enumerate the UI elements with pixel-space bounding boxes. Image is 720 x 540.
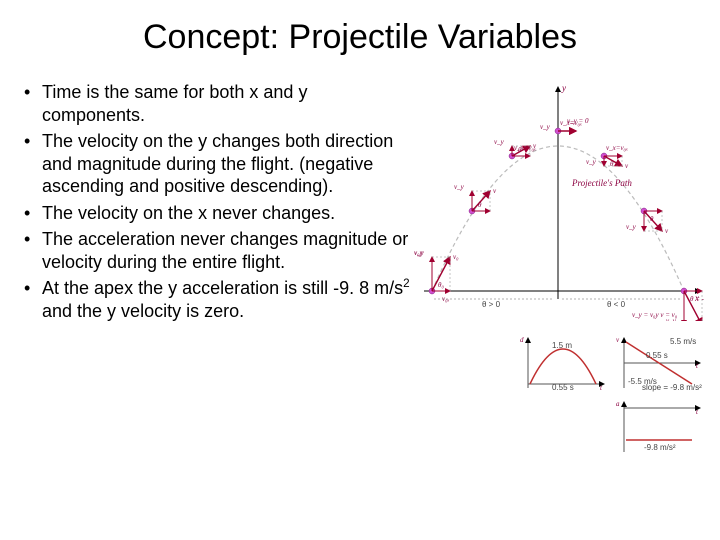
bullet-item: The velocity on the x never changes. (30, 202, 412, 225)
bullet-item: Time is the same for both x and y compon… (30, 81, 412, 126)
voy-label: v₀y (414, 249, 424, 257)
svg-text:θ: θ (650, 215, 654, 223)
svg-text:v_y: v_y (494, 138, 505, 146)
svg-text:1.5 m: 1.5 m (552, 341, 572, 350)
v-vs-t-graph: v t 5.5 m/s -5.5 m/s 0.55 s slope = -9.8… (614, 334, 704, 392)
small-graph-row: d t 1.5 m 0.55 s v t 5.5 m/s -5.5 m/s 0.… (412, 334, 704, 392)
path-label: Projectile's Path (571, 178, 632, 188)
svg-text:v_x=v₀ₓ: v_x=v₀ₓ (606, 144, 628, 152)
svg-text:v_y: v_y (454, 183, 465, 191)
svg-text:t: t (696, 408, 699, 416)
svg-text:d: d (520, 336, 524, 344)
svg-text:v_y: v_y (586, 158, 597, 166)
svg-text:v_y = 0: v_y = 0 (567, 117, 589, 125)
svg-text:v_y: v_y (540, 123, 551, 131)
svg-text:v₀: v₀ (453, 253, 459, 261)
content-row: Time is the same for both x and y compon… (0, 57, 720, 456)
svg-text:0.55 s: 0.55 s (646, 351, 668, 360)
svg-text:v: v (625, 162, 629, 170)
svg-text:v: v (665, 227, 669, 235)
page-title: Concept: Projectile Variables (0, 0, 720, 57)
velocity-vectors: v₀v_yθ₀vv_yθvv_yv_x=v₀ₓθv_yv_x=v₀ₓvv_yv_… (414, 117, 704, 321)
svg-text:0.55 s: 0.55 s (552, 383, 574, 392)
theta-pos-label: θ > 0 (482, 300, 501, 309)
bullet-item: At the apex the y acceleration is still … (30, 277, 412, 322)
vy-end-label: v_y = v₀y v = v₀ (632, 311, 678, 319)
svg-text:θ: θ (518, 146, 522, 154)
a-vs-t-graph: a t -9.8 m/s² (614, 398, 704, 456)
svg-text:a: a (616, 400, 620, 408)
theta-neg-label: θ < 0 (607, 300, 626, 309)
svg-text:θ = -θ₀: θ = -θ₀ (690, 295, 704, 303)
bullet-list: Time is the same for both x and y compon… (12, 81, 412, 456)
figure-column: x y Projectile's Path v₀v_yθ₀vv_yθvv_yv_… (412, 81, 704, 456)
projectile-diagram: x y Projectile's Path v₀v_yθ₀vv_yθvv_yv_… (412, 81, 704, 321)
svg-text:θ: θ (478, 201, 482, 209)
svg-text:t: t (600, 384, 603, 392)
bullet-item: The velocity on the y changes both direc… (30, 130, 412, 198)
d-vs-t-graph: d t 1.5 m 0.55 s (518, 334, 608, 392)
bullet-item: The acceleration never changes magnitude… (30, 228, 412, 273)
svg-text:θ: θ (610, 160, 614, 168)
svg-text:v: v (616, 336, 620, 344)
y-axis-label: y (561, 83, 566, 93)
svg-text:5.5 m/s: 5.5 m/s (670, 337, 696, 346)
svg-text:v: v (493, 187, 497, 195)
svg-text:slope = -9.8 m/s²: slope = -9.8 m/s² (642, 383, 702, 392)
svg-text:θ₀: θ₀ (438, 281, 444, 289)
svg-text:v_y: v_y (626, 223, 637, 231)
svg-text:-9.8 m/s²: -9.8 m/s² (644, 443, 676, 452)
